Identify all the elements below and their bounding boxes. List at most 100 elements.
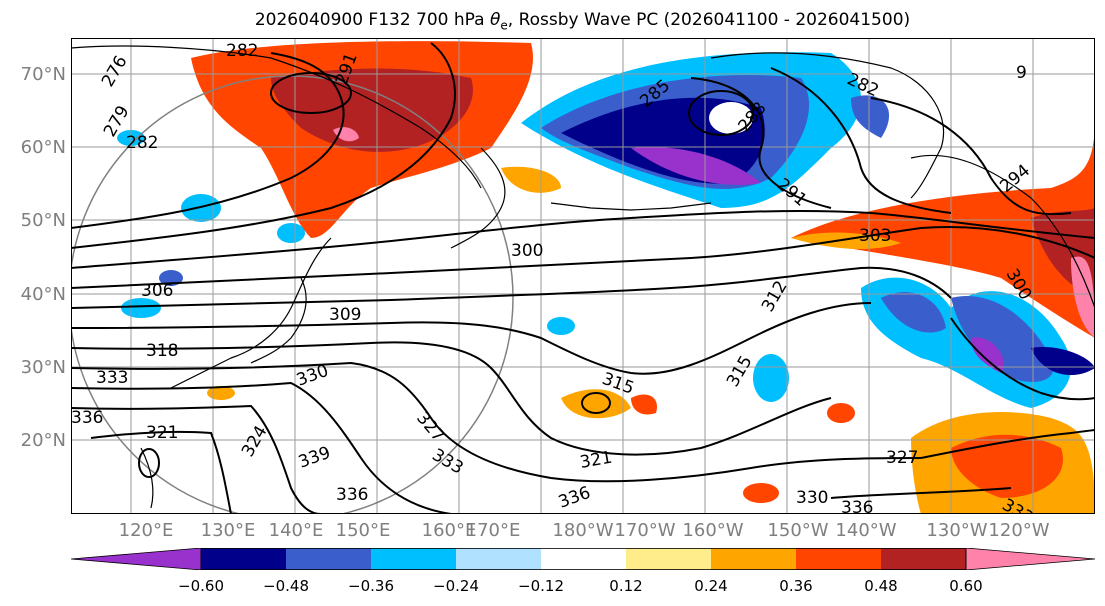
colorbar-extend-low: [70, 547, 202, 571]
theta-e-contours: [70, 42, 1096, 515]
title-subscript: e: [500, 18, 508, 33]
contour-16: [920, 429, 1096, 459]
colorbar-tick-label: 0.48: [864, 577, 898, 595]
colorbar-tick-label: 0.24: [694, 577, 728, 595]
colorbar-bin: [201, 548, 286, 570]
cold-blob-west-3: [121, 298, 161, 318]
cold-blob-west-1: [181, 194, 221, 222]
contour-7: [70, 341, 832, 456]
contour-loop-central: [581, 392, 611, 414]
cold-streak-east-pacific: [1031, 347, 1095, 376]
title-prefix: 2026040900 F132 700 hPa: [254, 10, 490, 30]
colorbar-bin: [796, 548, 881, 570]
contour-13: [770, 67, 952, 214]
contour-4: [70, 226, 1096, 289]
map-svg: 276 279 282 282 291 285 288 282 291 294 …: [68, 38, 1096, 529]
lon-label-130e: 130°E: [200, 520, 256, 541]
contour-loop-typhoon: [138, 448, 160, 478]
contour-5: [70, 266, 952, 309]
map-title: 2026040900 F132 700 hPa θe, Rossby Wave …: [0, 10, 1105, 32]
contour-label: 321: [146, 423, 178, 443]
warm-blob-central: [561, 389, 631, 419]
contour-8: [70, 361, 922, 483]
contour-15: [950, 317, 1096, 401]
cold-peak-east-pacific: [971, 337, 1004, 373]
contour-1: [70, 52, 345, 229]
warm-peak-east-pacific: [1071, 256, 1095, 338]
title-suffix: , Rossby Wave PC (2026041100 - 202604150…: [507, 10, 911, 30]
contour-12: [870, 97, 1072, 216]
graticule: [71, 38, 1095, 514]
contour-label: 300: [511, 241, 543, 261]
map-frame: [71, 38, 1095, 514]
contour-label: 9: [1016, 63, 1027, 83]
contour-label: 282: [126, 133, 158, 153]
coastlines: [70, 45, 1096, 509]
colorbar-frame: [200, 548, 967, 570]
contour-9: [70, 381, 452, 515]
coast-kamchatka: [450, 147, 506, 249]
colorbar-bin: [626, 548, 711, 570]
cold-blob-west-5: [277, 223, 305, 243]
lon-label-180w: 180°W: [552, 520, 614, 541]
anomaly-shading: [117, 41, 1095, 514]
colorbar-tick-label: −0.36: [348, 577, 394, 595]
colorbar-extend-high: [965, 547, 1096, 571]
contour-label: 318: [146, 341, 178, 361]
colorbar-bin: [541, 548, 626, 570]
coast-philippines: [140, 447, 154, 509]
cold-mid-east-pacific: [881, 292, 946, 333]
warm-edge-east-pacific: [791, 232, 901, 250]
contour-label: 330: [796, 488, 828, 508]
contour-11: [90, 430, 232, 515]
contour-loop-bering: [688, 90, 754, 136]
contour-3: [70, 209, 1096, 269]
contour-17: [830, 487, 1012, 499]
lon-label-130w: 130°W: [926, 520, 988, 541]
lon-label-150w: 150°W: [767, 520, 829, 541]
lon-label-160w: 160°W: [682, 520, 744, 541]
cold-blob-west-4: [159, 270, 183, 286]
colorbar-bin: [286, 548, 371, 570]
contour-loop-siberia: [270, 72, 352, 114]
warm-core-southeast: [951, 434, 1063, 498]
lat-label-60: 60°N: [20, 137, 66, 158]
coast-aleutians: [550, 202, 712, 211]
colorbar-tick-label: 0.12: [609, 577, 643, 595]
colorbar-tick-label: 0.36: [779, 577, 813, 595]
lon-label-120w: 120°W: [988, 520, 1050, 541]
contour-label: 336: [71, 408, 103, 428]
contour-label: 306: [141, 281, 173, 301]
coast-japan: [250, 277, 307, 364]
colorbar-svg: [70, 547, 1096, 571]
warm-blob-central-3: [743, 483, 779, 503]
colorbar-tick-label: −0.12: [518, 577, 564, 595]
cold-eddy-hole: [709, 102, 753, 134]
lon-label-170w: 170°W: [614, 520, 676, 541]
contour-10: [70, 404, 322, 515]
lon-label-120e: 120°E: [118, 520, 174, 541]
cold-core-east-pacific: [951, 296, 1054, 382]
coast-alaska: [710, 52, 945, 199]
lat-label-40: 40°N: [20, 284, 66, 305]
contour-label: 333: [96, 368, 128, 388]
warm-blob-west: [207, 386, 235, 400]
contour-label: 282: [226, 41, 258, 61]
warm-blob-central-core: [631, 394, 657, 415]
warm-blob-central-2: [827, 403, 855, 423]
contour-label: 327: [886, 448, 918, 468]
colorbar-tick-label: −0.48: [263, 577, 309, 595]
colorbar-tick-label: 0.60: [949, 577, 983, 595]
colorbar: [70, 547, 1096, 571]
lon-label-140e: 140°E: [268, 520, 324, 541]
contour-label: 336: [336, 485, 368, 505]
colorbar-bin: [711, 548, 796, 570]
map-panel: 276 279 282 282 291 285 288 282 291 294 …: [68, 38, 1096, 529]
lon-label-150e: 150°E: [335, 520, 391, 541]
coast-north-america: [910, 154, 1096, 309]
lat-label-50: 50°N: [20, 210, 66, 231]
coast-asia: [70, 45, 482, 389]
contour-6: [70, 302, 872, 375]
lat-label-20: 20°N: [20, 430, 66, 451]
warm-edge-siberia: [501, 166, 561, 193]
